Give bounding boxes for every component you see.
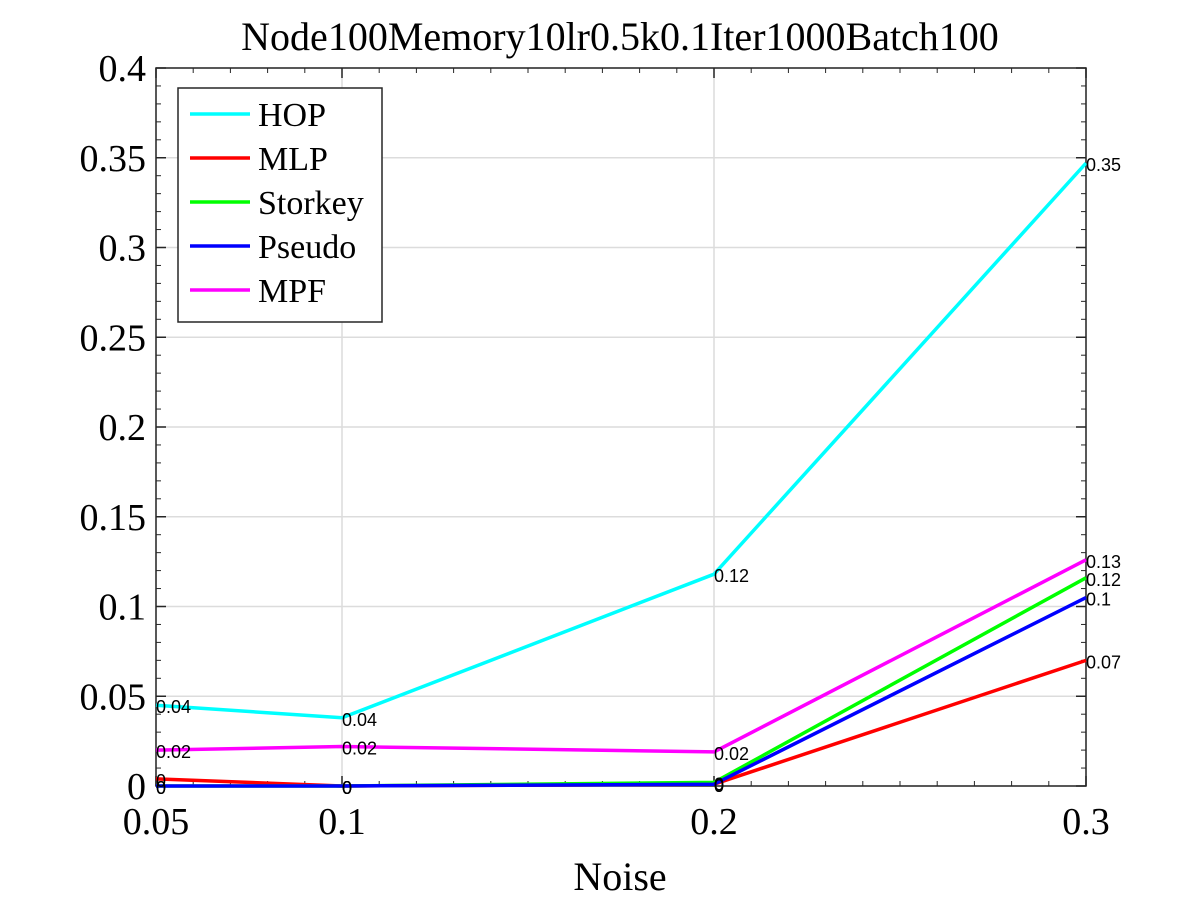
legend-label-hop: HOP: [258, 97, 326, 134]
y-tick-label: 0: [127, 766, 146, 808]
legend-label-mpf: MPF: [258, 273, 326, 310]
x-tick-label: 0.05: [123, 801, 190, 843]
x-tick-label: 0.3: [1062, 801, 1110, 843]
data-label-mpf: 0.02: [342, 739, 377, 759]
data-label-storkey: 0.12: [1086, 570, 1121, 590]
data-label-mpf: 0.13: [1086, 552, 1121, 572]
data-label-storkey: 0: [156, 778, 166, 798]
data-label-pseudo: 0: [342, 778, 352, 798]
data-label-pseudo: 0: [714, 776, 724, 796]
data-label-mlp: 0: [156, 771, 166, 791]
y-tick-label: 0.2: [99, 407, 147, 449]
data-label-mpf: 0.02: [156, 742, 191, 762]
y-tick-label: 0.05: [80, 676, 147, 718]
legend-label-storkey: Storkey: [258, 185, 364, 222]
y-tick-label: 0.15: [80, 497, 147, 539]
chart-title: Node100Memory10lr0.5k0.1Iter1000Batch100: [241, 14, 999, 59]
data-label-mlp: 0.07: [1086, 652, 1121, 672]
data-label-mpf: 0.02: [714, 744, 749, 764]
data-label-mlp: 0: [714, 776, 724, 796]
y-tick-label: 0.1: [99, 587, 147, 629]
x-axis-label: Noise: [573, 854, 666, 899]
y-tick-label: 0.35: [80, 138, 147, 180]
data-label-pseudo: 0.1: [1086, 590, 1111, 610]
data-label-pseudo: 0: [156, 778, 166, 798]
y-tick-label: 0.4: [99, 48, 147, 90]
data-label-storkey: 0: [714, 774, 724, 794]
data-label-hop: 0.04: [342, 710, 377, 730]
y-axis: 0 0.05 0.1 0.15 0.2 0.25 0.3 0.35 0.4: [80, 48, 1086, 808]
legend: HOP MLP Storkey Pseudo MPF: [177, 87, 383, 323]
x-axis: 0.05 0.1 0.2 0.3: [123, 68, 1110, 843]
legend-label-pseudo: Pseudo: [258, 229, 356, 266]
data-label-hop: 0.12: [714, 566, 749, 586]
x-tick-label: 0.2: [690, 801, 738, 843]
series-line-hop: [155, 161, 1088, 720]
series-line-mlp: [155, 658, 1087, 788]
data-label-storkey: 0: [342, 778, 352, 798]
legend-box: [177, 87, 383, 323]
legend-label-mlp: MLP: [258, 141, 328, 178]
y-tick-label: 0.3: [99, 228, 147, 270]
series-line-mpf: [155, 558, 1087, 754]
data-label-hop: 0.04: [156, 697, 191, 717]
data-labels: 0.040.040.120.350 0 00.070 0 00.120 0 00.10.02…: [156, 155, 1121, 798]
data-label-hop: 0.35: [1086, 155, 1121, 175]
x-tick-label: 0.1: [318, 801, 366, 843]
series-line-pseudo: [156, 595, 1087, 788]
data-label-mlp: 0: [342, 778, 352, 798]
y-tick-label: 0.25: [80, 317, 147, 359]
series-lines: [155, 161, 1088, 788]
